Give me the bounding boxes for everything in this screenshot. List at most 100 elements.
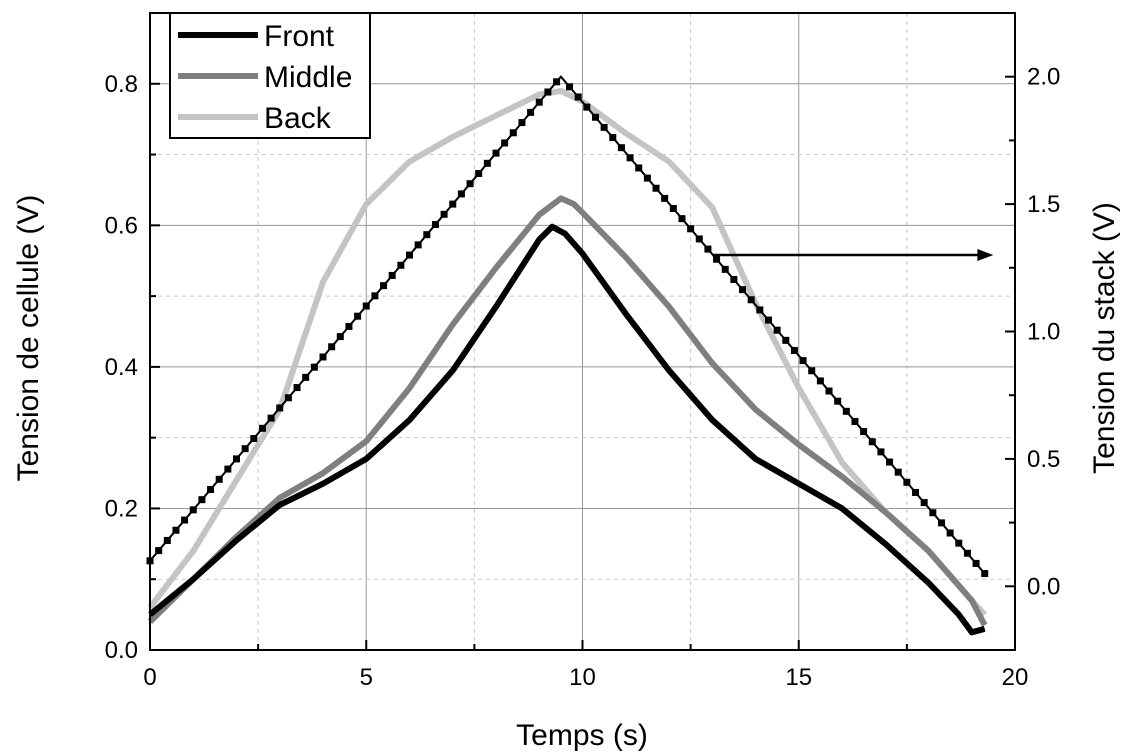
data-point-stack-voltage [687, 225, 695, 233]
data-point-stack-voltage [834, 397, 842, 405]
data-point-stack-voltage [380, 282, 388, 290]
x-tick-label: 10 [569, 664, 596, 691]
data-point-stack-voltage [929, 509, 937, 517]
series-line-middle [147, 195, 988, 627]
y-left-tick-label: 0.6 [105, 212, 138, 239]
data-point-stack-voltage [799, 357, 807, 365]
data-point-stack-voltage [583, 103, 591, 111]
series-markers-stack-voltage [146, 78, 989, 578]
y-right-tick-label: 0.5 [1027, 446, 1060, 473]
data-point-stack-voltage [258, 424, 266, 432]
data-point-stack-voltage [397, 261, 405, 269]
data-point-stack-voltage [155, 547, 163, 555]
data-point-stack-voltage [756, 306, 764, 314]
data-point-stack-voltage [457, 190, 465, 198]
data-point-stack-voltage [764, 316, 772, 324]
data-point-stack-voltage [483, 159, 491, 167]
data-point-stack-voltage [501, 139, 509, 147]
legend: Front Middle Back [169, 12, 371, 139]
data-point-stack-voltage [730, 276, 738, 283]
data-point-stack-voltage [354, 312, 362, 320]
data-point-stack-voltage [449, 200, 457, 208]
grid [149, 13, 1016, 650]
data-point-stack-voltage [566, 83, 574, 91]
data-point-stack-voltage [336, 333, 344, 341]
data-point-stack-voltage [704, 245, 712, 253]
data-point-stack-voltage [293, 384, 301, 392]
data-point-stack-voltage [600, 123, 608, 131]
data-point-stack-voltage [713, 255, 721, 263]
y-right-tick-label: 2.0 [1027, 64, 1060, 91]
data-point-stack-voltage [284, 394, 292, 402]
y-right-axis-title: Tension du stack (V) [1088, 202, 1121, 474]
data-point-stack-voltage [617, 144, 625, 152]
data-point-stack-voltage [431, 220, 439, 228]
data-point-stack-voltage [328, 343, 336, 351]
data-point-stack-voltage [963, 549, 971, 557]
y-left-tick-label: 0.8 [105, 71, 138, 98]
data-point-stack-voltage [233, 455, 240, 463]
data-point-stack-voltage [553, 78, 561, 86]
data-point-stack-voltage [669, 205, 677, 213]
data-point-stack-voltage [371, 292, 379, 300]
data-point-stack-voltage [946, 529, 954, 537]
data-point-stack-voltage [345, 322, 353, 330]
data-point-stack-voltage [635, 164, 643, 172]
data-point-stack-voltage [406, 251, 413, 259]
data-point-stack-voltage [189, 506, 197, 514]
data-point-stack-voltage [518, 119, 526, 127]
series-line-front [148, 223, 986, 636]
y-axis-left: 0.0 0.2 0.4 0.6 0.8 [105, 12, 160, 664]
data-point-stack-voltage [163, 536, 171, 544]
data-point-stack-voltage [937, 519, 945, 527]
data-point-stack-voltage [574, 93, 582, 101]
data-point-stack-voltage [423, 231, 431, 239]
data-point-stack-voltage [868, 438, 876, 446]
y-axis-right: 0.0 0.5 1.0 1.5 2.0 [1005, 12, 1060, 651]
data-point-stack-voltage [181, 516, 189, 524]
data-point-stack-voltage [903, 478, 911, 486]
data-point-stack-voltage [808, 367, 816, 375]
data-point-stack-voltage [721, 265, 729, 273]
data-point-stack-voltage [747, 296, 755, 304]
legend-label-front: Front [264, 20, 335, 53]
data-point-stack-voltage [241, 445, 249, 453]
data-point-stack-voltage [414, 241, 422, 249]
data-point-stack-voltage [362, 302, 370, 310]
annotation-layer [712, 249, 994, 262]
y-left-axis-title: Tension de cellule (V) [12, 195, 45, 482]
data-point-stack-voltage [250, 435, 258, 443]
x-axis-title: Temps (s) [516, 719, 648, 752]
data-point-stack-voltage [695, 235, 703, 243]
data-point-stack-voltage [609, 134, 617, 142]
data-point-stack-voltage [816, 377, 824, 385]
data-point-stack-voltage [198, 496, 206, 504]
data-point-stack-voltage [920, 499, 928, 507]
data-point-stack-voltage [207, 485, 215, 493]
data-point-stack-voltage [842, 407, 850, 415]
data-point-stack-voltage [877, 448, 885, 456]
y-left-tick-label: 0.4 [105, 354, 138, 381]
legend-label-back: Back [264, 102, 332, 135]
data-point-stack-voltage [475, 170, 483, 178]
data-point-stack-voltage [509, 129, 517, 137]
data-point-stack-voltage [591, 113, 599, 121]
data-point-stack-voltage [302, 373, 310, 381]
y-right-tick-label: 1.5 [1027, 191, 1060, 218]
y-left-tick-label: 0.2 [105, 495, 138, 522]
data-point-stack-voltage [860, 428, 868, 436]
data-point-stack-voltage [773, 326, 781, 334]
y-left-tick-label: 0.0 [105, 637, 138, 664]
data-point-stack-voltage [981, 570, 989, 578]
data-point-stack-voltage [172, 526, 180, 534]
data-point-stack-voltage [319, 353, 327, 361]
data-point-stack-voltage [492, 149, 500, 157]
y-right-tick-label: 1.0 [1027, 319, 1060, 346]
series-line-back [147, 87, 987, 617]
y-right-tick-label: 0.0 [1027, 573, 1060, 600]
data-point-stack-voltage [535, 98, 543, 106]
data-point-stack-voltage [825, 387, 833, 395]
x-tick-label: 20 [1002, 664, 1029, 691]
data-point-stack-voltage [955, 539, 963, 547]
